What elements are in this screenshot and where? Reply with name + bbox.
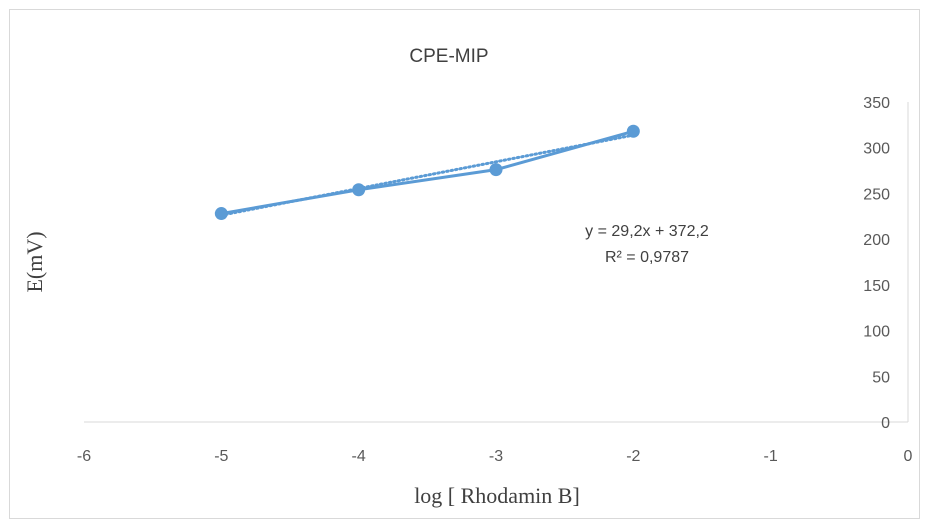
chart-frame (9, 9, 920, 519)
series-line (221, 129, 634, 216)
x-tick-label: -3 (489, 448, 503, 465)
x-tick-label: -2 (626, 448, 640, 465)
y-tick-label: 150 (863, 278, 890, 295)
x-tick-label: -4 (352, 448, 366, 465)
trendline-r2: R² = 0,9787 (605, 249, 689, 266)
x-axis-label: log [ Rhodamin B] (414, 483, 580, 508)
x-tick-label: -1 (764, 448, 778, 465)
data-point (352, 183, 366, 197)
y-tick-label: 50 (872, 369, 890, 386)
plot-area: -6 -5 -4 -3 -2 -1 00 50 100 150 200 250 300 350 (77, 95, 913, 465)
y-tick-label: 100 (863, 324, 890, 341)
trendline-equation: y = 29,2x + 372,2 (585, 223, 709, 240)
x-tick-label: -5 (214, 448, 228, 465)
y-tick-label: 200 (863, 232, 890, 249)
x-tick-label: -6 (77, 448, 91, 465)
y-tick-label: 250 (863, 186, 890, 203)
data-point (214, 207, 228, 221)
y-tick-label: 0 (881, 415, 890, 432)
data-point (626, 124, 640, 138)
y-tick-label: 350 (863, 95, 890, 112)
data-point (489, 163, 503, 177)
x-tick-label: 0 (904, 448, 913, 465)
y-axis-label: E(mV) (22, 231, 47, 292)
chart-title: CPE-MIP (409, 46, 488, 67)
y-tick-label: 300 (863, 141, 890, 158)
